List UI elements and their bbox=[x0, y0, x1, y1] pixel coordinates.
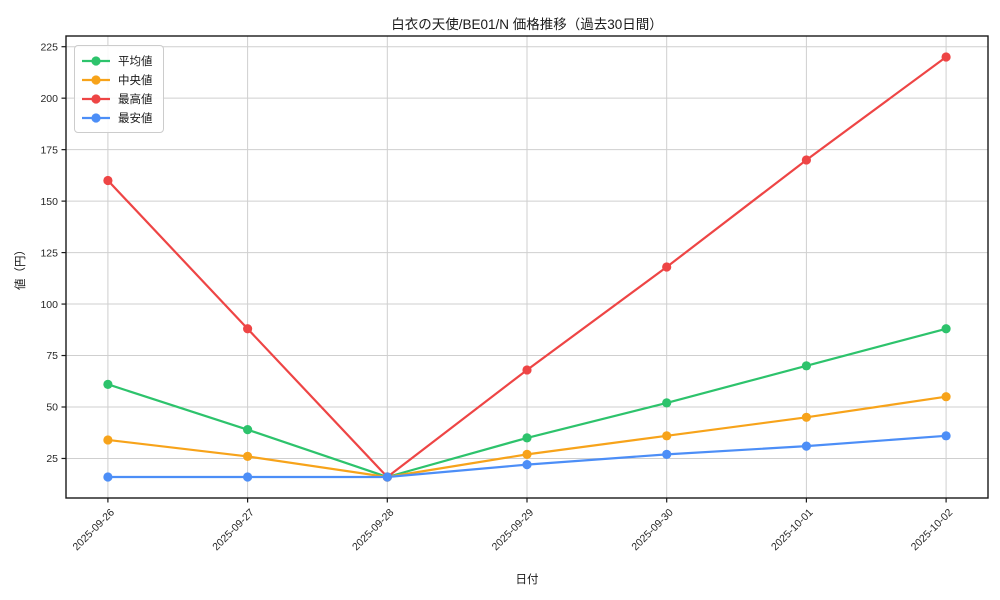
data-point bbox=[662, 449, 672, 459]
data-point bbox=[801, 155, 811, 165]
data-point bbox=[243, 472, 253, 482]
legend-item-1: 中央値 bbox=[81, 72, 153, 87]
x-tick-label: 2025-09-29 bbox=[490, 507, 537, 554]
legend-item-2: 最高値 bbox=[81, 91, 153, 106]
x-tick-label: 2025-10-01 bbox=[769, 507, 816, 554]
x-tick-label: 2025-09-30 bbox=[629, 507, 676, 554]
legend-label: 中央値 bbox=[118, 74, 153, 87]
legend-marker-icon bbox=[82, 55, 110, 66]
y-tick-label: 125 bbox=[40, 247, 58, 259]
data-point bbox=[522, 433, 532, 443]
x-axis-label: 日付 bbox=[515, 574, 539, 586]
legend-label: 最安値 bbox=[118, 112, 153, 125]
data-point bbox=[801, 361, 811, 371]
data-point bbox=[103, 435, 113, 445]
data-point bbox=[103, 472, 113, 482]
y-tick-label: 75 bbox=[46, 350, 58, 362]
y-tick-label: 25 bbox=[46, 453, 58, 465]
data-point bbox=[941, 431, 951, 441]
x-tick-label: 2025-09-28 bbox=[350, 507, 397, 554]
data-point bbox=[801, 441, 811, 451]
legend: 平均値中央値最高値最安値 bbox=[74, 45, 164, 133]
data-point bbox=[243, 451, 253, 462]
data-point bbox=[522, 365, 532, 375]
data-point bbox=[103, 175, 113, 186]
chart-title: 白衣の天使/BE01/N 価格推移（過去30日間） bbox=[391, 17, 663, 32]
y-tick-label: 150 bbox=[40, 196, 58, 208]
data-point bbox=[662, 262, 672, 272]
data-point bbox=[382, 472, 392, 482]
data-point bbox=[103, 379, 113, 389]
data-point bbox=[243, 324, 253, 334]
x-tick-label: 2025-09-27 bbox=[210, 507, 257, 554]
legend-item-0: 平均値 bbox=[81, 53, 153, 68]
y-tick-label: 175 bbox=[40, 144, 58, 156]
legend-marker-icon bbox=[82, 74, 110, 85]
y-tick-label: 200 bbox=[40, 93, 58, 105]
legend-marker-icon bbox=[82, 93, 110, 104]
legend-item-3: 最安値 bbox=[81, 110, 153, 125]
data-point bbox=[662, 398, 672, 408]
legend-label: 平均値 bbox=[118, 55, 153, 68]
y-tick-label: 225 bbox=[40, 41, 58, 53]
y-tick-label: 50 bbox=[46, 402, 58, 414]
y-tick-label: 100 bbox=[40, 299, 58, 311]
legend-marker-icon bbox=[82, 112, 110, 123]
x-tick-label: 2025-09-26 bbox=[71, 507, 118, 554]
data-point bbox=[801, 412, 811, 422]
y-axis-label: 値（円） bbox=[15, 244, 27, 290]
x-tick-label: 2025-10-02 bbox=[909, 507, 956, 554]
data-point bbox=[522, 449, 532, 459]
data-point bbox=[662, 431, 672, 441]
legend-label: 最高値 bbox=[118, 93, 153, 106]
data-point bbox=[941, 52, 951, 62]
data-point bbox=[941, 324, 951, 334]
data-point bbox=[243, 425, 253, 435]
plot-border bbox=[65, 35, 989, 499]
data-point bbox=[522, 460, 532, 470]
data-point bbox=[941, 392, 951, 402]
